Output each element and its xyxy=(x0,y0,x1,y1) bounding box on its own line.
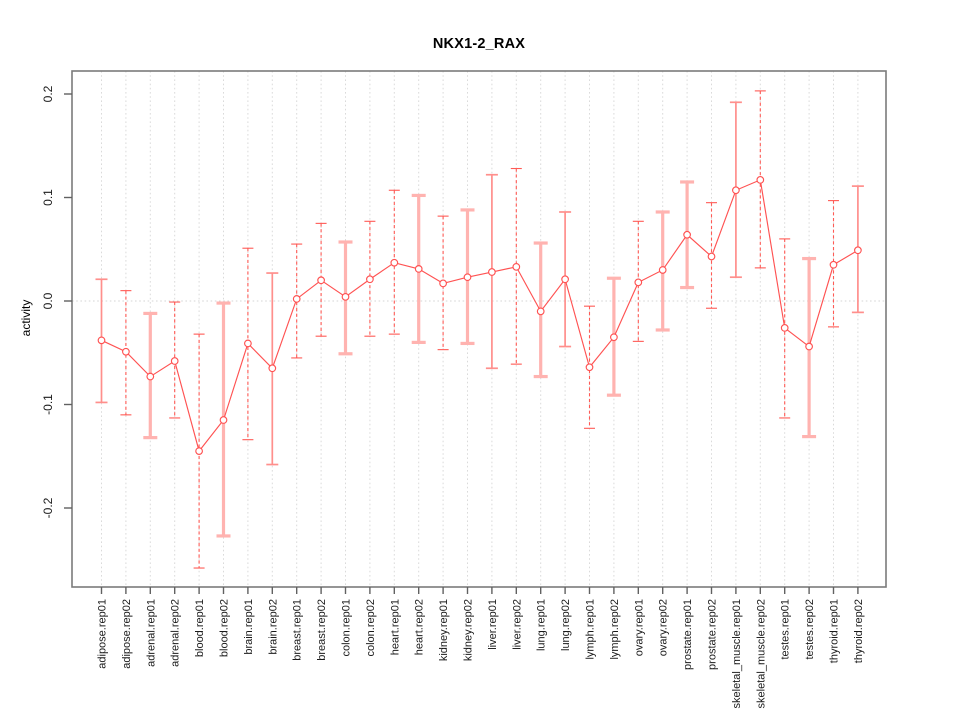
x-tick-label: adipose.rep01 xyxy=(97,599,109,669)
data-point-adrenal.rep02 xyxy=(170,357,179,365)
x-tick-label: thyroid.rep02 xyxy=(853,599,865,663)
x-tick-label: breast.rep01 xyxy=(292,599,304,661)
data-point-colon.rep02 xyxy=(366,275,374,284)
x-tick-label: heart.rep02 xyxy=(414,599,426,655)
x-tick-label: blood.rep02 xyxy=(219,599,231,657)
data-point-lung.rep01 xyxy=(536,307,545,316)
x-tick-label: lymph.rep01 xyxy=(585,599,597,660)
x-tick-label: thyroid.rep01 xyxy=(829,599,841,663)
data-point-brain.rep01 xyxy=(244,339,252,348)
data-point-heart.rep01 xyxy=(390,258,399,267)
data-point-colon.rep01 xyxy=(341,292,350,301)
data-point-thyroid.rep02 xyxy=(854,246,862,255)
data-point-adipose.rep02 xyxy=(122,347,130,356)
x-tick-label: brain.rep02 xyxy=(267,599,279,655)
x-tick-label: heart.rep01 xyxy=(389,599,401,655)
data-point-lymph.rep02 xyxy=(610,333,618,342)
x-tick-label: kidney.rep01 xyxy=(438,599,450,661)
plot-box xyxy=(71,70,887,588)
x-tick-label: adipose.rep02 xyxy=(121,599,133,669)
x-tick-label: blood.rep01 xyxy=(194,599,206,657)
data-point-blood.rep01 xyxy=(195,447,203,455)
data-point-breast.rep01 xyxy=(292,295,301,303)
series-line xyxy=(101,179,859,453)
x-tick-label: prostate.rep01 xyxy=(682,599,694,670)
x-tick-label: testes.rep02 xyxy=(804,599,816,660)
data-point-prostate.rep02 xyxy=(707,252,716,261)
x-tick-label: liver.rep01 xyxy=(487,599,499,650)
y-axis-title: activity xyxy=(19,299,33,337)
data-point-heart.rep02 xyxy=(414,265,423,273)
y-tick-label: 0.1 xyxy=(41,189,55,206)
data-point-liver.rep01 xyxy=(488,268,496,276)
x-tick-label: liver.rep02 xyxy=(511,599,523,650)
chart-title: NKX1-2_RAX xyxy=(432,36,526,52)
x-tick-label: lymph.rep02 xyxy=(609,599,621,660)
data-point-ovary.rep02 xyxy=(658,266,667,274)
data-point-breast.rep02 xyxy=(317,276,325,285)
data-point-liver.rep02 xyxy=(512,262,521,271)
x-tick-label: adrenal.rep02 xyxy=(170,599,182,667)
x-tick-label: testes.rep01 xyxy=(780,599,792,660)
y-tick-label: 0.2 xyxy=(41,85,55,102)
data-point-kidney.rep02 xyxy=(463,273,472,282)
x-tick-label: kidney.rep02 xyxy=(463,599,475,661)
y-tick-label: -0.2 xyxy=(41,497,55,518)
data-point-thyroid.rep01 xyxy=(829,260,838,269)
x-tick-label: breast.rep02 xyxy=(316,599,328,661)
data-point-blood.rep02 xyxy=(219,416,228,424)
data-point-skeletal_muscle.rep01 xyxy=(732,186,740,195)
data-point-testes.rep02 xyxy=(805,342,813,351)
data-point-ovary.rep01 xyxy=(634,278,643,287)
x-tick-label: lung.rep02 xyxy=(560,599,572,651)
data-point-lymph.rep01 xyxy=(585,363,594,372)
data-point-lung.rep02 xyxy=(561,275,569,284)
x-tick-label: colon.rep01 xyxy=(341,599,353,657)
y-tick-label: 0.0 xyxy=(41,292,55,309)
x-tick-label: lung.rep01 xyxy=(536,599,548,651)
x-tick-label: ovary.rep02 xyxy=(658,599,670,656)
y-tick-label: -0.1 xyxy=(41,394,55,415)
data-point-testes.rep01 xyxy=(780,324,789,332)
data-point-brain.rep02 xyxy=(268,364,277,373)
x-tick-label: brain.rep01 xyxy=(243,599,255,655)
x-tick-label: adrenal.rep01 xyxy=(145,599,157,667)
data-point-skeletal_muscle.rep02 xyxy=(756,176,765,184)
x-tick-label: prostate.rep02 xyxy=(707,599,719,670)
data-point-adrenal.rep01 xyxy=(146,372,155,381)
x-tick-label: skeletal_muscle.rep01 xyxy=(731,599,743,708)
x-tick-label: ovary.rep01 xyxy=(633,599,645,656)
data-point-kidney.rep01 xyxy=(439,279,447,288)
x-tick-label: skeletal_muscle.rep02 xyxy=(755,599,767,708)
x-tick-label: colon.rep02 xyxy=(365,599,377,657)
data-point-prostate.rep01 xyxy=(683,230,691,239)
data-point-adipose.rep01 xyxy=(97,336,106,345)
